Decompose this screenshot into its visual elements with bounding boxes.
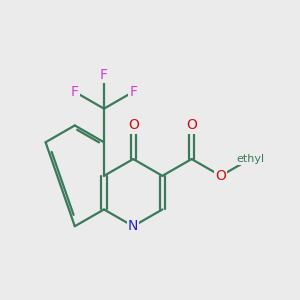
Text: O: O	[186, 118, 197, 132]
Text: O: O	[215, 169, 226, 183]
Text: F: F	[129, 85, 137, 99]
Text: N: N	[128, 219, 138, 233]
Text: O: O	[128, 118, 139, 132]
Text: ethyl: ethyl	[236, 154, 264, 164]
Text: F: F	[100, 68, 108, 82]
Text: F: F	[71, 85, 79, 99]
